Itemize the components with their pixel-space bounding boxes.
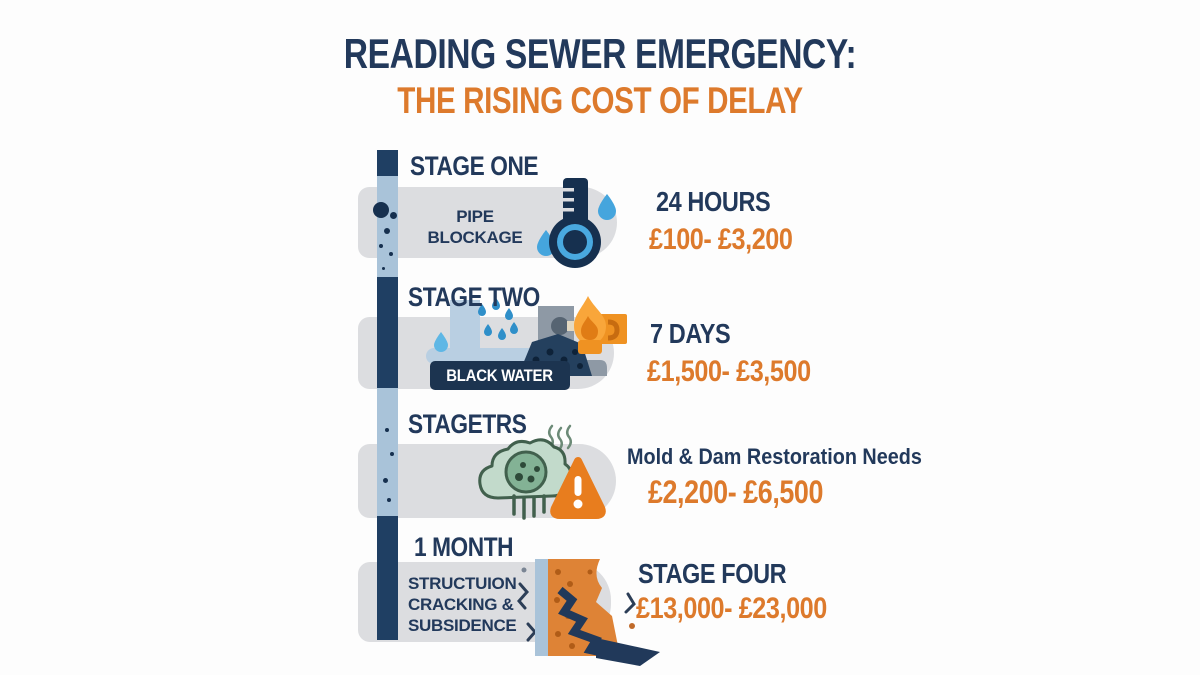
timeline-bar [373, 150, 398, 640]
wall-crack-icon [517, 559, 660, 666]
timeline-segment-dark [377, 516, 398, 640]
stage-three-duration: Mold & Dam Restoration Needs [627, 444, 922, 469]
main-title-line1: READING SEWER EMERGENCY: [343, 30, 857, 77]
bubble-icon [387, 498, 391, 502]
box-mark [607, 319, 620, 341]
thermometer-drops-icon [537, 178, 616, 268]
pipe-elbow [426, 300, 536, 364]
black-water-badge: BLACK WATER [430, 361, 570, 390]
bubble-icon [383, 478, 388, 483]
water-drop-icon [434, 332, 448, 352]
water-drop-icon [598, 194, 616, 220]
bubble-icon [373, 202, 389, 218]
bubble-icon [382, 267, 385, 270]
warning-triangle-icon [550, 457, 606, 519]
thermometer-body [549, 178, 601, 268]
wall-strip [535, 559, 548, 656]
valve-knob [551, 317, 569, 335]
stage-four-header: 1 MONTH [414, 532, 514, 562]
timeline-segment-dark [377, 150, 398, 176]
timeline-segment-light [377, 388, 398, 516]
stage-two-duration: 7 DAYS [650, 318, 731, 349]
stage-four-duration: STAGE FOUR [638, 558, 787, 589]
bubble-icon [390, 212, 397, 219]
mold-cloud-icon [478, 438, 573, 520]
falling-drops [478, 298, 518, 340]
bubble-icon [384, 228, 390, 234]
stage-one-band-label: PIPE BLOCKAGE [427, 207, 523, 247]
timeline-segment-light [377, 176, 398, 277]
mold-warning-icon [478, 424, 606, 520]
stage-one-duration: 24 HOURS [656, 186, 771, 217]
stage-two-price: £1,500- £3,500 [647, 355, 811, 388]
timeline-segment-dark [377, 277, 398, 388]
bubble-icon [385, 428, 389, 432]
major-crack [557, 586, 660, 666]
speck [521, 567, 527, 573]
stage-one-header: STAGE ONE [410, 151, 539, 181]
black-water-label: BLACK WATER [446, 365, 554, 385]
stage-three-price: £2,200- £6,500 [648, 474, 823, 510]
stage-two-header: STAGE TWO [408, 282, 540, 312]
bubble-icon [390, 452, 394, 456]
stage-one-price: £100- £3,200 [649, 223, 793, 256]
stage-four-band-label: STRUCTUION CRACKING & SUBSIDENCE [408, 574, 517, 635]
main-title-line2: THE RISING COST OF DELAY [397, 80, 803, 121]
speck [629, 623, 635, 629]
bubble-icon [389, 252, 393, 256]
stage-three-header: STAGETRS [408, 409, 527, 439]
stage-four-price: £13,000- £23,000 [636, 592, 827, 625]
flame-icon [574, 296, 606, 354]
bubble-icon [379, 244, 383, 248]
